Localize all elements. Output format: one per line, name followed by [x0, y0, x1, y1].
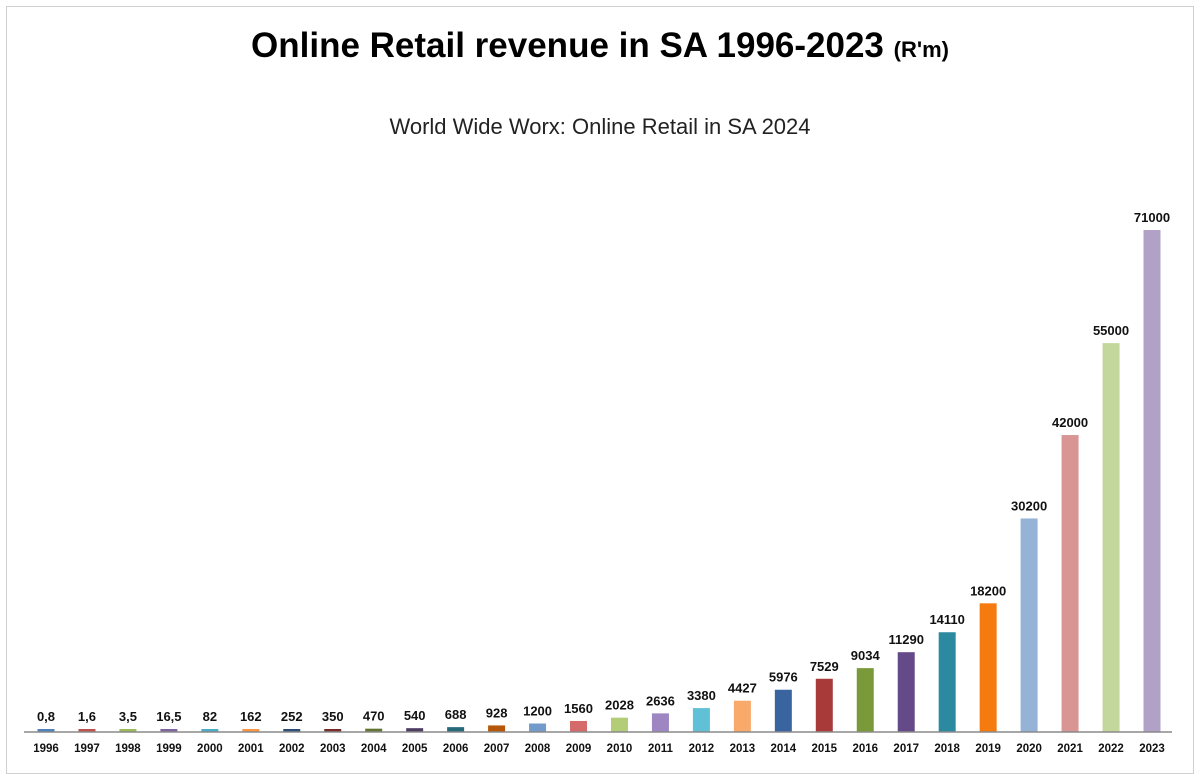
bar-2007 — [488, 725, 506, 732]
bar-2022 — [1102, 343, 1120, 732]
data-label-2019: 18200 — [970, 583, 1006, 598]
x-tick-2013: 2013 — [730, 743, 756, 755]
x-tick-2010: 2010 — [607, 743, 633, 755]
data-label-2012: 3380 — [687, 688, 716, 703]
data-label-2010: 2028 — [605, 698, 634, 713]
x-tick-1999: 1999 — [156, 743, 182, 755]
data-label-2022: 55000 — [1093, 323, 1129, 338]
data-label-2015: 7529 — [810, 659, 839, 674]
x-tick-2014: 2014 — [771, 743, 797, 755]
data-label-2014: 5976 — [769, 670, 798, 685]
x-tick-2005: 2005 — [402, 743, 428, 755]
data-label-2005: 540 — [404, 708, 426, 723]
data-label-2003: 350 — [322, 709, 344, 724]
x-tick-2022: 2022 — [1098, 743, 1124, 755]
x-tick-2008: 2008 — [525, 743, 551, 755]
data-label-2017: 11290 — [889, 632, 924, 647]
data-label-2008: 1200 — [523, 704, 552, 719]
x-tick-1997: 1997 — [74, 743, 100, 755]
bar-2005 — [406, 728, 424, 732]
x-tick-2003: 2003 — [320, 743, 346, 755]
bar-1998 — [119, 729, 137, 732]
chart-frame — [6, 6, 1194, 774]
x-tick-2019: 2019 — [975, 743, 1001, 755]
x-tick-2007: 2007 — [484, 743, 510, 755]
data-label-2006: 688 — [445, 707, 467, 722]
data-label-2001: 162 — [240, 709, 262, 724]
x-tick-2020: 2020 — [1016, 743, 1042, 755]
bar-1997 — [78, 729, 96, 732]
x-tick-2000: 2000 — [197, 743, 223, 755]
x-tick-1998: 1998 — [115, 743, 141, 755]
x-tick-1996: 1996 — [33, 743, 59, 755]
bar-1999 — [160, 729, 178, 732]
bar-2006 — [447, 727, 465, 732]
data-label-2016: 9034 — [851, 648, 881, 663]
bar-2011 — [651, 713, 669, 732]
data-label-2004: 470 — [363, 709, 385, 724]
bar-2010 — [610, 717, 628, 732]
bar-2003 — [324, 729, 342, 732]
x-tick-2011: 2011 — [648, 743, 674, 755]
data-label-2000: 82 — [203, 709, 217, 724]
data-label-2013: 4427 — [728, 681, 757, 696]
x-tick-2023: 2023 — [1139, 743, 1165, 755]
bar-2023 — [1143, 230, 1161, 732]
data-label-2021: 42000 — [1052, 415, 1088, 430]
bar-2018 — [938, 632, 956, 732]
x-tick-2016: 2016 — [852, 743, 878, 755]
x-tick-2001: 2001 — [238, 743, 264, 755]
data-label-2018: 14110 — [929, 612, 964, 627]
data-label-1996: 0,8 — [37, 709, 55, 724]
data-label-2007: 928 — [486, 705, 508, 720]
bar-2009 — [570, 720, 588, 732]
data-label-2020: 30200 — [1011, 498, 1047, 513]
x-tick-2015: 2015 — [811, 743, 837, 755]
x-tick-2021: 2021 — [1057, 743, 1083, 755]
bar-2021 — [1061, 435, 1079, 732]
x-tick-2012: 2012 — [689, 743, 715, 755]
bar-2008 — [529, 723, 547, 732]
title-unit: (R'm) — [893, 37, 949, 62]
bar-2019 — [979, 603, 997, 732]
x-tick-2017: 2017 — [893, 743, 919, 755]
data-label-2009: 1560 — [564, 701, 593, 716]
x-tick-2004: 2004 — [361, 743, 387, 755]
x-tick-2009: 2009 — [566, 743, 592, 755]
data-label-2002: 252 — [281, 709, 303, 724]
data-label-2023: 71000 — [1134, 210, 1170, 225]
bar-2002 — [283, 729, 301, 732]
chart-subtitle: World Wide Worx: Online Retail in SA 202… — [389, 114, 811, 139]
bar-2013 — [733, 700, 751, 732]
chart-title: Online Retail revenue in SA 1996-2023 (R… — [0, 26, 1200, 66]
bar-2016 — [856, 668, 874, 732]
bar-2015 — [815, 678, 833, 732]
bar-2004 — [365, 728, 383, 732]
x-tick-2006: 2006 — [443, 743, 469, 755]
bar-2012 — [692, 708, 710, 732]
data-label-2011: 2636 — [646, 693, 675, 708]
x-tick-2002: 2002 — [279, 743, 305, 755]
bar-2017 — [897, 652, 915, 732]
bar-2020 — [1020, 518, 1038, 732]
bar-2001 — [242, 729, 260, 732]
bar-2014 — [774, 689, 792, 732]
data-label-1999: 16,5 — [156, 709, 181, 724]
bar-2000 — [201, 729, 219, 732]
x-tick-2018: 2018 — [934, 743, 960, 755]
title-text: Online Retail revenue in SA 1996-2023 — [251, 26, 884, 65]
data-label-1998: 3,5 — [119, 709, 137, 724]
bar-1996 — [37, 729, 55, 732]
data-label-1997: 1,6 — [78, 709, 96, 724]
